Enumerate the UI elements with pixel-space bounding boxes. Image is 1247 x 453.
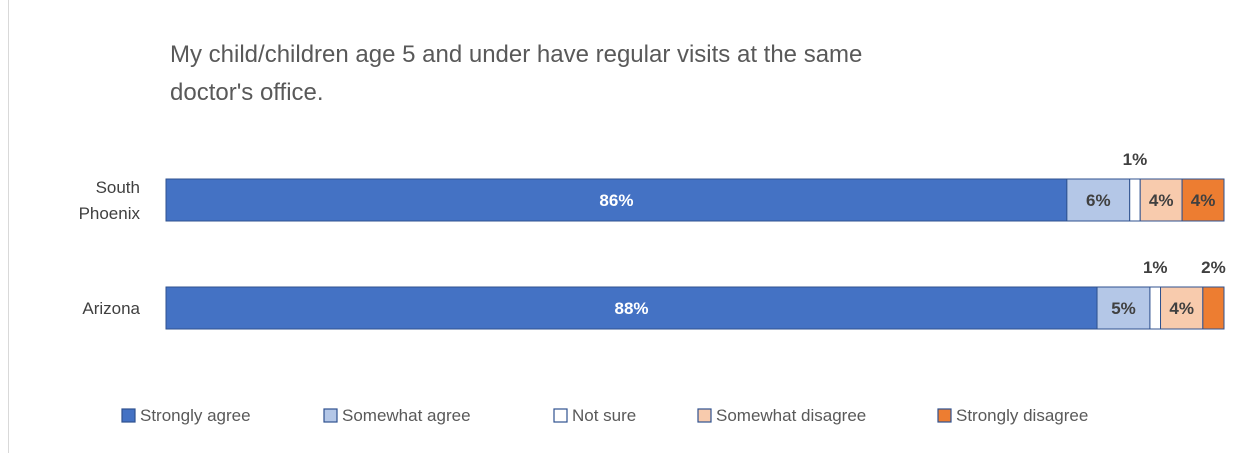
bar-arizona-not-sure [1149, 286, 1162, 330]
chart-title-line: My child/children age 5 and under have r… [170, 41, 862, 68]
bar-south-phoenix-strongly-disagree [1181, 178, 1225, 222]
bar-south-phoenix-not-sure [1129, 178, 1141, 222]
legend-swatch-strongly-disagree [937, 408, 952, 423]
legend-label-somewhat-agree: Somewhat agree [342, 406, 471, 425]
chart-legend: Strongly agree Somewhat agree Not sure Some… [121, 406, 1088, 425]
category-label: South [96, 178, 140, 197]
bar-south-phoenix-somewhat-agree [1066, 178, 1131, 222]
data-labels: 86% 6% 1% 4% 4% 88% 5% 1% 4% 2% [599, 150, 1225, 318]
legend-swatch-not-sure [553, 408, 568, 423]
chart-title-line: doctor's office. [170, 79, 324, 106]
legend-label-strongly-disagree: Strongly disagree [956, 406, 1088, 425]
category-label: Phoenix [79, 204, 141, 223]
bar-arizona-strongly-disagree [1202, 286, 1225, 330]
chart-frame-edge [8, 0, 9, 453]
data-label-south-phoenix-somewhat-agree: 6% [1086, 191, 1111, 210]
data-label-arizona-strongly-agree: 88% [615, 299, 649, 318]
data-label-south-phoenix-not-sure: 1% [1123, 150, 1148, 169]
data-label-south-phoenix-strongly-disagree: 4% [1191, 191, 1216, 210]
bar-south-phoenix-strongly-agree [165, 178, 1068, 222]
legend-swatch-strongly-agree [121, 408, 136, 423]
data-label-south-phoenix-somewhat-disagree: 4% [1149, 191, 1174, 210]
legend-label-somewhat-disagree: Somewhat disagree [716, 406, 866, 425]
category-label: Arizona [82, 299, 140, 318]
bar-arizona-somewhat-disagree [1160, 286, 1204, 330]
bar-arizona-somewhat-agree [1096, 286, 1151, 330]
data-label-arizona-strongly-disagree: 2% [1201, 258, 1226, 277]
data-label-arizona-somewhat-agree: 5% [1111, 299, 1136, 318]
data-label-arizona-not-sure: 1% [1143, 258, 1168, 277]
legend-swatch-somewhat-disagree [697, 408, 712, 423]
category-axis-labels: South Phoenix Arizona [79, 178, 141, 318]
legend-label-not-sure: Not sure [572, 406, 636, 425]
chart-title: My child/children age 5 and under have r… [170, 41, 862, 106]
legend-label-strongly-agree: Strongly agree [140, 406, 251, 425]
data-label-south-phoenix-strongly-agree: 86% [599, 191, 633, 210]
bar-segments [165, 178, 1225, 330]
bar-arizona-strongly-agree [165, 286, 1098, 330]
legend-swatch-somewhat-agree [323, 408, 338, 423]
data-label-arizona-somewhat-disagree: 4% [1169, 299, 1194, 318]
